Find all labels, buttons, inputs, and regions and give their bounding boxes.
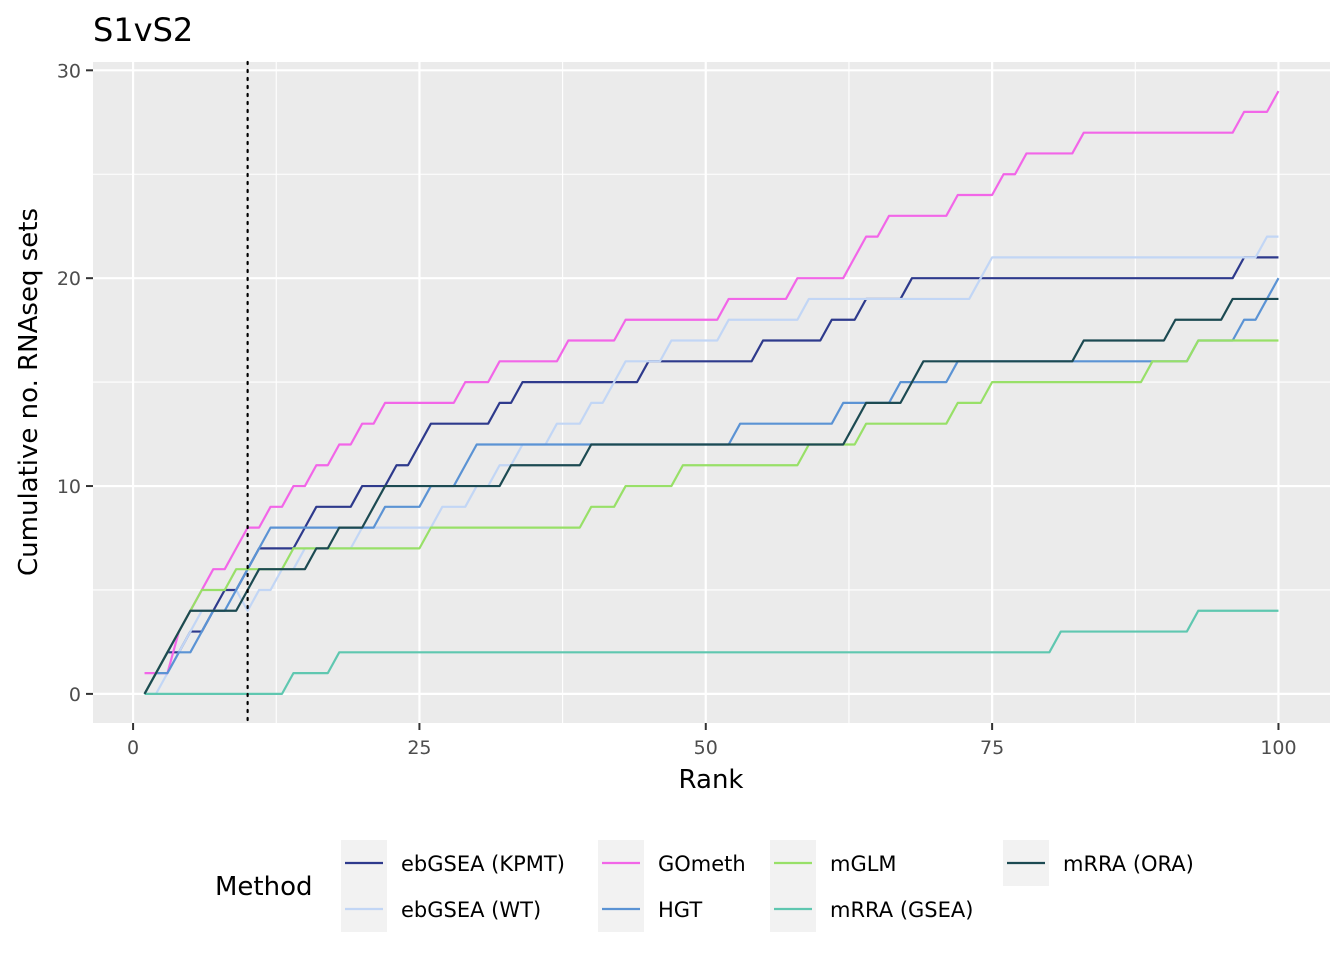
y-axis-label: Cumulative no. RNAseq sets [14, 208, 44, 576]
series-line-gometh [144, 90, 1280, 675]
legend: Method ebGSEA (KPMT) ebGSEA (WT) GOmeth HGT… [215, 840, 1194, 932]
x-tick-label: 0 [127, 737, 139, 759]
x-tick-label: 75 [980, 737, 1004, 759]
x-tick-label: 50 [694, 737, 718, 759]
series-line-mglm [143, 339, 1279, 695]
y-tick-label: 10 [57, 476, 81, 498]
legend-entry-label: mGLM [830, 852, 897, 876]
legend-title: Method [215, 872, 313, 902]
series-layer [143, 90, 1280, 696]
legend-entry-label: ebGSEA (KPMT) [401, 852, 565, 876]
y-tick-label: 30 [57, 60, 81, 82]
x-axis-label: Rank [679, 765, 744, 795]
y-tick-label: 0 [69, 684, 81, 706]
chart-title: S1vS2 [93, 11, 193, 49]
legend-entry-label: ebGSEA (WT) [401, 898, 541, 922]
y-tick-label: 20 [57, 268, 81, 290]
x-tick-label: 25 [407, 737, 431, 759]
x-axis: 0 25 50 75 100 [127, 723, 1297, 759]
series-line-ebgsea-kpmt [143, 256, 1279, 695]
grid-major [93, 62, 1330, 723]
legend-entry-label: mRRA (ORA) [1063, 852, 1194, 876]
legend-entry-label: mRRA (GSEA) [830, 898, 973, 922]
x-tick-label: 100 [1260, 737, 1296, 759]
series-line-mrra-gsea [144, 609, 1279, 696]
legend-entry-label: GOmeth [658, 852, 746, 876]
series-line-mrra-ora [143, 297, 1279, 695]
legend-entry-label: HGT [658, 898, 702, 922]
y-axis: 0 10 20 30 [57, 60, 93, 706]
plot-panel [93, 62, 1330, 723]
